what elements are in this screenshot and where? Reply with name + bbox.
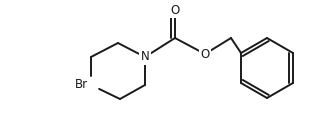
Text: N: N (141, 51, 149, 63)
Text: Br: Br (75, 79, 88, 91)
Text: O: O (170, 3, 180, 17)
Text: O: O (200, 47, 210, 60)
